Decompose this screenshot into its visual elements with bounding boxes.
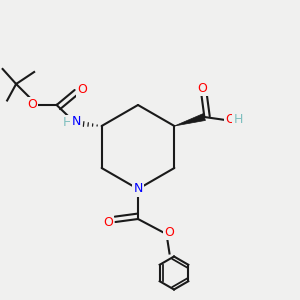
Polygon shape <box>174 114 206 126</box>
Text: O: O <box>27 98 37 112</box>
Text: O: O <box>77 83 87 97</box>
Text: H: H <box>62 116 72 130</box>
Text: N: N <box>71 115 81 128</box>
Text: N: N <box>133 182 143 196</box>
Text: O: O <box>165 226 174 239</box>
Text: O: O <box>103 215 113 229</box>
Text: H: H <box>234 113 243 127</box>
Text: O: O <box>225 113 235 127</box>
Text: O: O <box>197 82 207 95</box>
